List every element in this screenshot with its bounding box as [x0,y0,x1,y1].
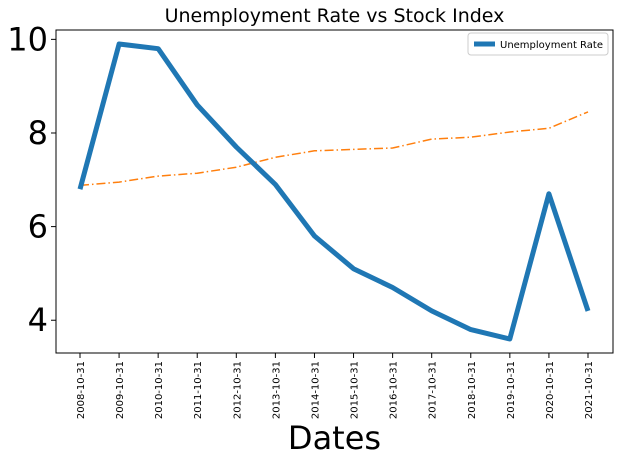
y-tick-label: 4 [28,301,48,339]
y-tick-label: 10 [7,20,48,58]
chart-title: Unemployment Rate vs Stock Index [165,5,505,27]
x-tick-label: 2014-10-31 [310,361,321,419]
x-tick-label: 2008-10-31 [76,361,87,419]
x-tick-label: 2016-10-31 [389,361,400,419]
x-tick-label: 2020-10-31 [545,361,556,419]
legend-box [467,32,609,56]
y-tick-label: 6 [28,208,48,246]
x-tick-label: 2021-10-31 [584,361,595,419]
x-axis: 2008-10-31 2009-10-31 2010-10-31 2011-10-31… [76,353,595,419]
plot-frame [55,29,614,354]
x-tick-label: 2013-10-31 [271,361,282,419]
legend: Unemployment Rate [467,32,609,56]
series-line-unemployment-rate [77,41,591,342]
x-tick-label: 2018-10-31 [467,361,478,419]
x-tick-label: 2010-10-31 [154,361,165,419]
x-axis-label: Dates [288,419,381,457]
x-tick-label: 2015-10-31 [350,361,361,419]
series-group [77,41,591,342]
legend-label: Unemployment Rate [500,40,603,51]
x-tick-label: 2012-10-31 [232,361,243,419]
x-tick-label: 2011-10-31 [193,361,204,419]
x-tick-label: 2009-10-31 [115,361,126,419]
x-tick-label: 2017-10-31 [428,361,439,419]
series-line-stock-index [79,111,589,187]
y-tick-label: 8 [28,114,48,152]
y-axis: 4 6 8 10 [7,20,56,339]
x-tick-label: 2019-10-31 [506,361,517,419]
